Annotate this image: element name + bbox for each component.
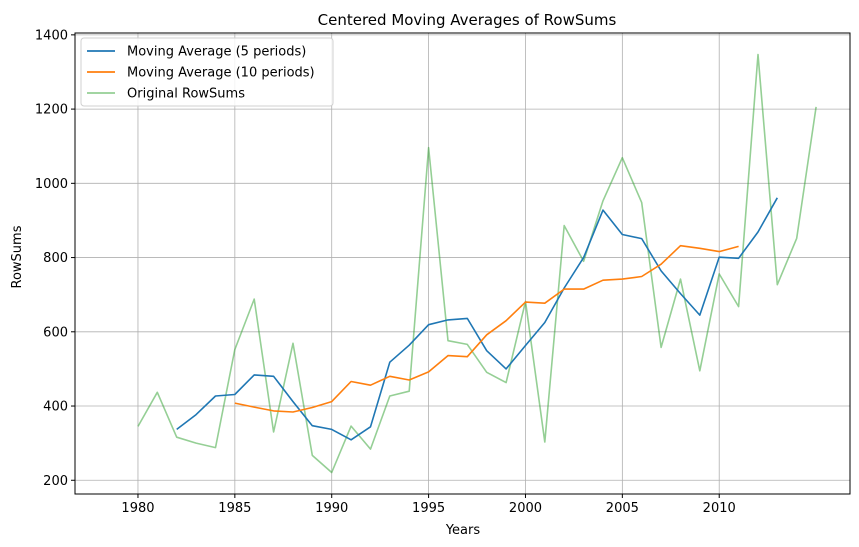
series-line-0 [176, 197, 778, 441]
x-tick-label: 1985 [218, 501, 251, 516]
y-tick-label: 1400 [35, 28, 68, 43]
series-group [137, 53, 817, 474]
x-tick-label: 1995 [412, 501, 445, 516]
series-line-2 [137, 53, 817, 474]
legend-label-2: Original RowSums [127, 87, 245, 102]
y-tick-label: 200 [43, 474, 68, 489]
x-tick-label: 2000 [509, 501, 542, 516]
chart-title: Centered Moving Averages of RowSums [318, 11, 617, 29]
legend-label-1: Moving Average (10 periods) [127, 66, 315, 81]
x-tick-label: 2005 [606, 501, 639, 516]
series-line-1 [234, 244, 739, 413]
legend-label-0: Moving Average (5 periods) [127, 45, 306, 60]
ticks: 1980 1985 1990 1995 2000 2005 2010 200 400 600 800… [35, 28, 736, 516]
y-tick-label: 400 [43, 400, 68, 415]
y-axis-label: RowSums [10, 225, 25, 288]
y-tick-label: 1200 [35, 103, 68, 118]
legend-box [80, 37, 334, 107]
x-tick-label: 1990 [315, 501, 348, 516]
plot-frame [74, 32, 851, 495]
x-axis-label: Years [445, 523, 481, 538]
legend: Moving Average (5 periods) Moving Average… [80, 37, 334, 107]
x-tick-label: 2010 [703, 501, 736, 516]
y-tick-label: 600 [43, 325, 68, 340]
x-tick-label: 1980 [121, 501, 154, 516]
y-tick-label: 800 [43, 251, 68, 266]
y-tick-label: 1000 [35, 177, 68, 192]
